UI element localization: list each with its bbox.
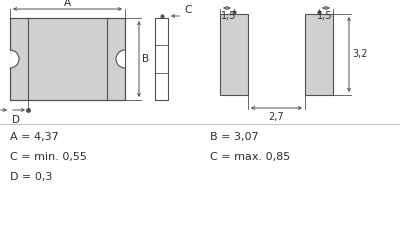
Bar bbox=[220, 14, 248, 95]
Text: 2,7: 2,7 bbox=[269, 112, 284, 122]
Text: A = 4,37: A = 4,37 bbox=[10, 132, 59, 142]
Text: 1,5: 1,5 bbox=[221, 11, 236, 21]
Text: D: D bbox=[12, 115, 20, 125]
Wedge shape bbox=[116, 50, 125, 68]
Wedge shape bbox=[10, 50, 19, 68]
Text: A: A bbox=[64, 0, 71, 8]
Text: C = max. 0,85: C = max. 0,85 bbox=[210, 152, 290, 162]
Text: 3,2: 3,2 bbox=[352, 50, 368, 59]
Text: C: C bbox=[184, 5, 191, 15]
Text: B = 3,07: B = 3,07 bbox=[210, 132, 259, 142]
Bar bbox=[155, 18, 168, 100]
Text: C = min. 0,55: C = min. 0,55 bbox=[10, 152, 87, 162]
Text: B: B bbox=[142, 54, 149, 64]
Text: D = 0,3: D = 0,3 bbox=[10, 172, 52, 182]
Bar bbox=[305, 14, 333, 95]
Bar bbox=[10, 18, 125, 100]
Text: 1,5: 1,5 bbox=[316, 11, 332, 21]
